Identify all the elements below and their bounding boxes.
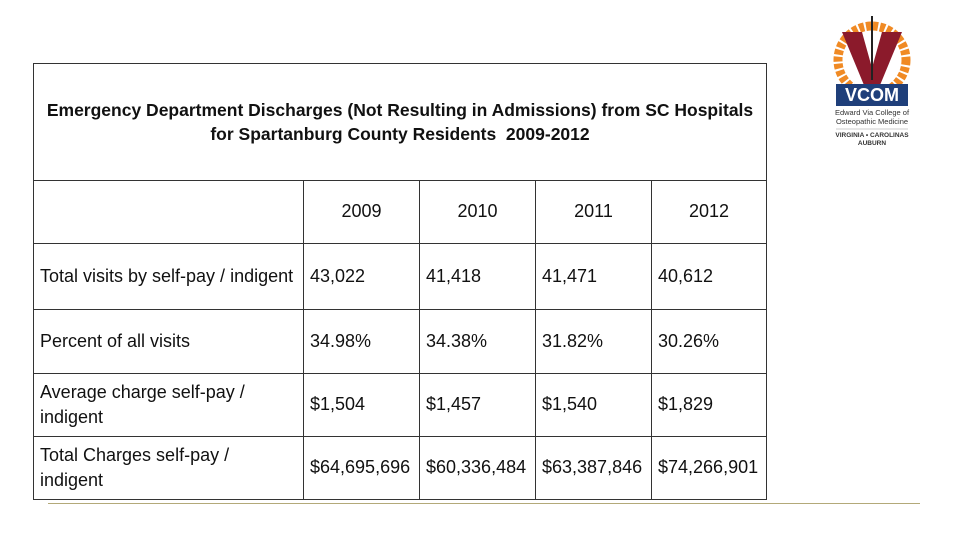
table-cell: 31.82% xyxy=(535,309,652,374)
row-label: Percent of all visits xyxy=(33,309,304,374)
row-label: Total Charges self-pay / indigent xyxy=(33,436,304,500)
column-header: 2010 xyxy=(419,180,536,244)
row-label: Total visits by self-pay / indigent xyxy=(33,243,304,310)
title-line: Emergency Department Discharges (Not Res… xyxy=(46,99,754,120)
table-cell: $1,457 xyxy=(419,373,536,437)
column-header: 2009 xyxy=(303,180,420,244)
corner-cell xyxy=(33,180,304,244)
logo-line: Edward Via College of xyxy=(835,108,910,117)
logo-line: Osteopathic Medicine xyxy=(836,117,908,126)
table-cell: $1,829 xyxy=(651,373,767,437)
table-cell: 30.26% xyxy=(651,309,767,374)
table-cell: $74,266,901 xyxy=(651,436,767,500)
title-line: for Spartanburg County Residents 2009-20… xyxy=(210,124,590,144)
table-cell: $1,540 xyxy=(535,373,652,437)
logo-box xyxy=(836,84,908,106)
table-cell: 40,612 xyxy=(651,243,767,310)
table-cell: 43,022 xyxy=(303,243,420,310)
table-cell: $1,504 xyxy=(303,373,420,437)
logo: VCOM Edward Via College of Osteopathic M… xyxy=(833,16,911,147)
logo-states: VIRGINIA • CAROLINAS xyxy=(835,132,909,139)
table-cell: $64,695,696 xyxy=(303,436,420,500)
table-title: Emergency Department Discharges (Not Res… xyxy=(33,63,767,181)
column-header: 2011 xyxy=(535,180,652,244)
table-cell: 34.98% xyxy=(303,309,420,374)
table-cell: 34.38% xyxy=(419,309,536,374)
table-cell: $63,387,846 xyxy=(535,436,652,500)
table-cell: 41,471 xyxy=(535,243,652,310)
table-cell: 41,418 xyxy=(419,243,536,310)
logo-campus: AUBURN xyxy=(858,140,886,147)
column-header: 2012 xyxy=(651,180,767,244)
row-label: Average charge self-pay / indigent xyxy=(33,373,304,437)
footer-rule xyxy=(48,503,920,504)
logo-v xyxy=(842,32,902,90)
logo-name: VCOM xyxy=(845,85,899,105)
table-cell: $60,336,484 xyxy=(419,436,536,500)
